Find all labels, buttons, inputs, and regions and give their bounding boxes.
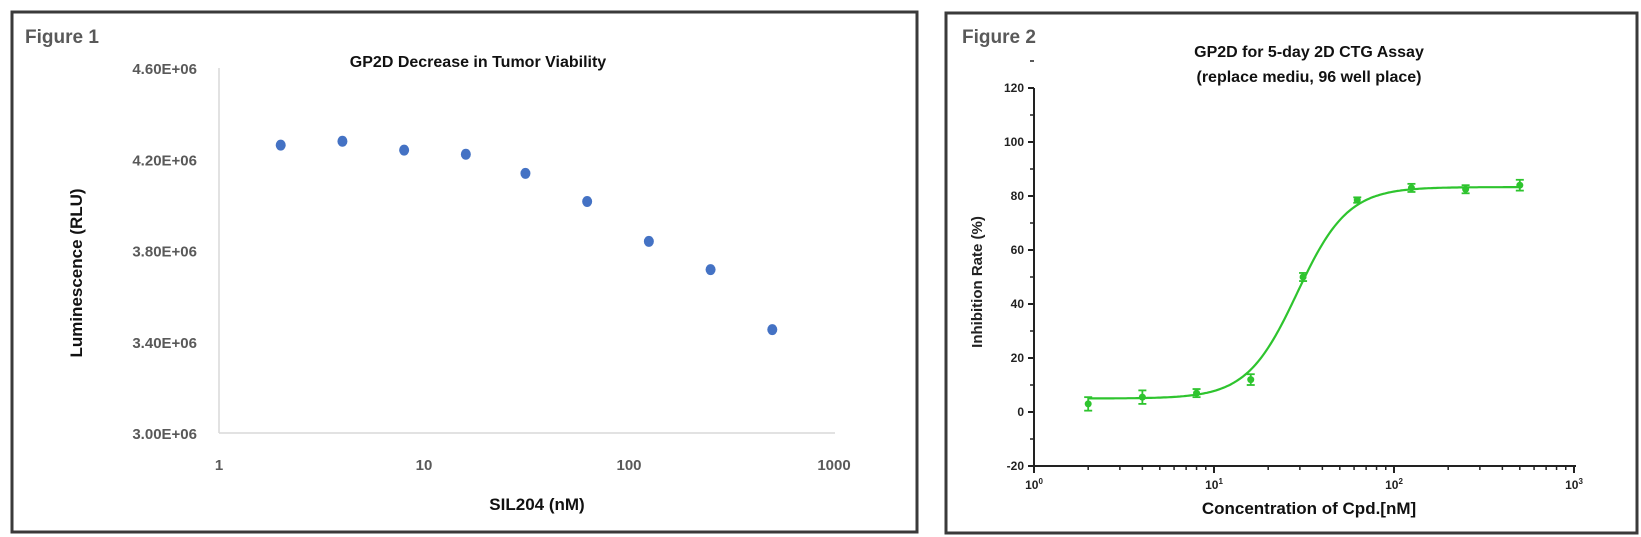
figure-1-y-axis-label: Luminescence (RLU) <box>67 188 86 357</box>
figure-2-marker <box>1193 389 1201 397</box>
figure-2-y-tick-label: 40 <box>1011 297 1025 311</box>
figure-1-data-point <box>582 195 593 207</box>
figure-1-x-tick-label: 1000 <box>817 457 850 474</box>
figure-2-marker <box>1462 185 1470 193</box>
figure-2-marker <box>1407 184 1415 192</box>
figure-1-x-tick-label: 100 <box>616 457 641 474</box>
figure-2-title: GP2D for 5-day 2D CTG Assay <box>1194 44 1424 61</box>
figure-1-data-point <box>460 148 471 160</box>
figure-2-fit-curve <box>1088 186 1519 400</box>
figure-2-subtitle: (replace mediu, 96 well place) <box>1197 69 1422 86</box>
figure-2-marker <box>1516 181 1524 189</box>
figure-2-data-point <box>1515 178 1524 192</box>
figure-1-data-point <box>399 144 410 156</box>
figure-2-x-tick-label: 100 <box>1025 477 1043 492</box>
figure-2-border <box>944 11 1639 535</box>
figure-2-x-tick-label: 102 <box>1385 477 1403 492</box>
figure-2-y-tick-label: 60 <box>1011 243 1025 257</box>
figure-2-data-point <box>1407 182 1416 193</box>
figure-1-border <box>10 10 919 534</box>
figure-2-y-tick-label: -20 <box>1007 459 1025 473</box>
figure-2-marker <box>1247 376 1255 384</box>
figure-1-y-tick-label: 3.00E+06 <box>132 426 197 443</box>
figure-2-data-point <box>1138 389 1147 405</box>
figure-2-y-tick-label: 20 <box>1011 351 1025 365</box>
figure-1-x-tick-label: 1 <box>215 457 223 474</box>
figure-1-x-tick-label: 10 <box>416 457 433 474</box>
figure-2-label: Figure 2 <box>962 27 1036 48</box>
figure-2-marker <box>1299 273 1307 281</box>
figure-2-data-point <box>1299 272 1308 282</box>
figure-2-x-axis-label: Concentration of Cpd.[nM] <box>1202 499 1416 518</box>
figure-2-x-tick-label: 101 <box>1205 477 1223 492</box>
figure-1-data-point <box>520 167 531 179</box>
figure-1-data-point <box>337 135 348 147</box>
figure-2-y-axis-label: Inhibition Rate (%) <box>969 216 986 348</box>
figure-1-label: Figure 1 <box>25 27 99 48</box>
figure-1: Figure 1 GP2D Decrease in Tumor Viabilit… <box>10 10 919 534</box>
figure-1-data-point <box>705 264 716 276</box>
figure-1-y-tick-label: 4.20E+06 <box>132 152 197 169</box>
figure-2-marker <box>1084 400 1092 408</box>
figure-1-title: GP2D Decrease in Tumor Viability <box>350 54 606 71</box>
figure-1-data-point <box>643 235 654 247</box>
figure-1-data-point <box>767 324 778 336</box>
figure-2-y-tick-label: 100 <box>1004 135 1024 149</box>
figure-2-data-point <box>1246 373 1255 386</box>
figure-2-y-tick-label: 80 <box>1011 189 1025 203</box>
figure-2-y-tick-label: 120 <box>1004 81 1024 95</box>
figure-1-y-tick-label: 3.80E+06 <box>132 244 197 261</box>
figure-2: Figure 2 GP2D for 5-day 2D CTG Assay (re… <box>944 11 1639 535</box>
figure-2-marker <box>1138 393 1146 401</box>
figure-2-data-point <box>1084 396 1093 412</box>
figure-1-y-tick-label: 3.40E+06 <box>132 335 197 352</box>
figure-1-data-point <box>275 139 286 151</box>
figure-2-data-point <box>1192 388 1201 399</box>
figure-2-data-point <box>1353 196 1362 204</box>
figure-1-x-axis-label: SIL204 (nM) <box>489 495 584 514</box>
figure-2-x-tick-label: 103 <box>1565 477 1583 492</box>
figure-2-y-tick-label: 0 <box>1017 405 1024 419</box>
figure-2-marker <box>1353 196 1361 204</box>
figure-1-y-tick-label: 4.60E+06 <box>132 61 197 78</box>
figure-2-data-point <box>1461 184 1470 195</box>
